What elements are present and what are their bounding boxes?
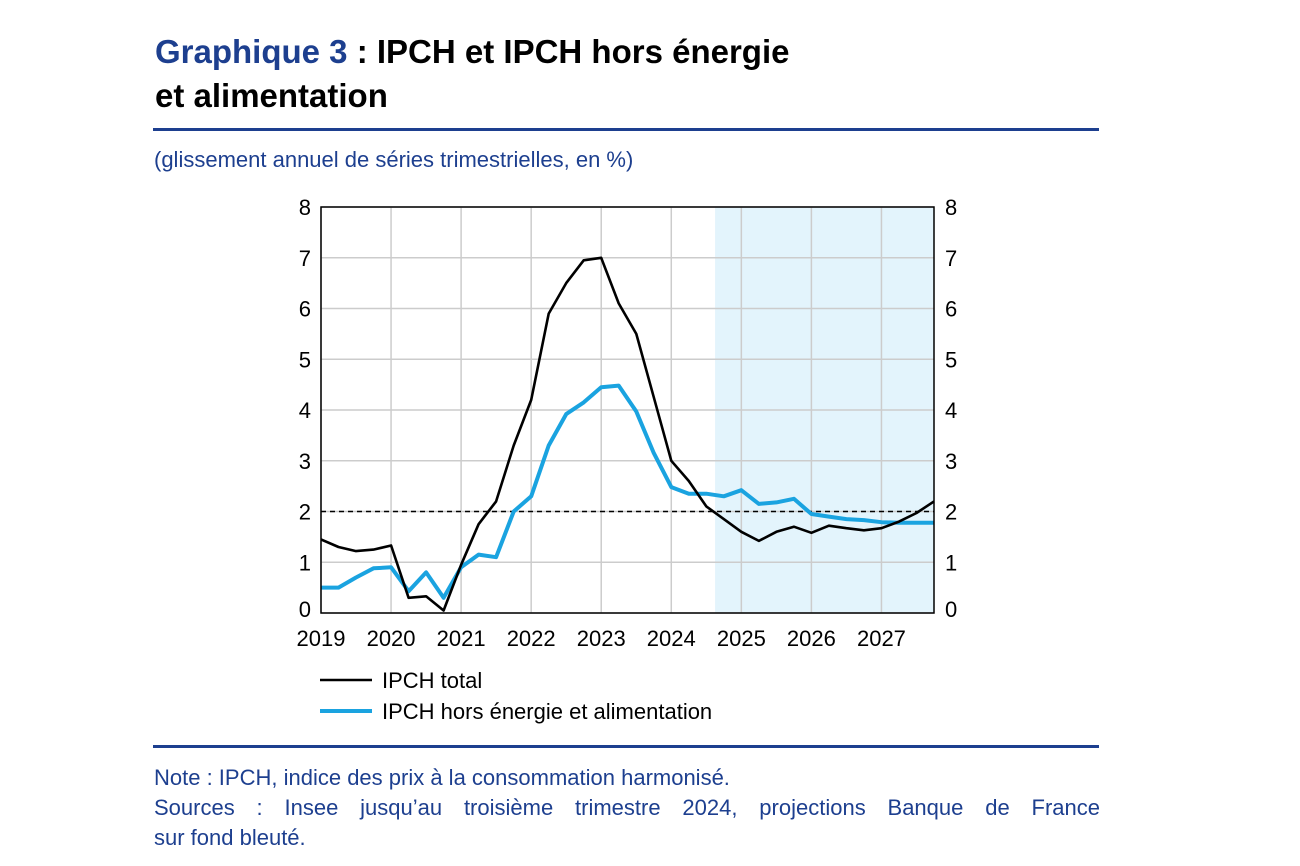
series-line-total <box>320 256 935 612</box>
legend-label: IPCH total <box>382 668 482 693</box>
y-tick-label: 6 <box>299 297 311 322</box>
y-tick-label: 7 <box>945 246 957 271</box>
note-text: Note : IPCH, indice des prix à la consom… <box>154 765 730 790</box>
x-tick-label: 2019 <box>297 626 346 651</box>
y-tick-label: 2 <box>299 500 311 525</box>
sources-word: trimestre <box>575 795 661 820</box>
sources-text: Sources: Insee jusqu’au troisième trimestre 2… <box>154 793 1100 823</box>
sources-word: jusqu’au <box>360 795 443 820</box>
x-tick-label: 2024 <box>647 626 696 651</box>
y-tick-label: 3 <box>299 449 311 474</box>
x-tick-label: 2026 <box>787 626 836 651</box>
sources-word: projections <box>759 795 866 820</box>
x-axis: 2019 2020 2021 2022 2023 2024 2025 2026 2027 <box>297 626 906 651</box>
y-tick-label: 2 <box>945 500 957 525</box>
top-divider <box>153 128 1099 131</box>
sources-word: Insee <box>284 795 339 820</box>
title-text-line2: et alimentation <box>155 77 388 114</box>
y-tick-label: 5 <box>299 347 311 372</box>
y-tick-label: 7 <box>299 246 311 271</box>
y-tick-label: 4 <box>945 398 957 423</box>
legend: IPCH total IPCH hors énergie et alimentat… <box>320 668 712 724</box>
y-tick-label: 0 <box>945 597 957 622</box>
series-line-core <box>321 383 934 600</box>
y-tick-label: 1 <box>945 550 957 575</box>
x-tick-label: 2025 <box>717 626 766 651</box>
y-tick-label: 5 <box>945 347 957 372</box>
plot-frame <box>320 206 935 614</box>
x-tick-label: 2020 <box>367 626 416 651</box>
sources-word: Sources <box>154 795 235 820</box>
sources-text-line2: sur fond bleuté. <box>154 825 306 850</box>
footnotes: Note : IPCH, indice des prix à la consom… <box>154 763 1100 853</box>
legend-label: IPCH hors énergie et alimentation <box>382 699 712 724</box>
chart-subtitle: (glissement annuel de séries trimestriel… <box>154 147 634 172</box>
y-tick-label: 8 <box>299 195 311 220</box>
x-tick-label: 2023 <box>577 626 626 651</box>
x-tick-label: 2021 <box>437 626 486 651</box>
sources-word: Banque <box>887 795 964 820</box>
title-label: Graphique 3 <box>155 33 348 70</box>
y-tick-label: 0 <box>299 597 311 622</box>
y-axis-left: 0 1 2 3 4 5 6 7 8 <box>299 195 311 622</box>
sources-word: troisième <box>463 795 554 820</box>
y-tick-label: 4 <box>299 398 311 423</box>
bottom-divider <box>153 745 1099 748</box>
page-title: Graphique 3 : IPCH et IPCH hors énergie e… <box>155 30 1055 118</box>
title-text: : IPCH et IPCH hors énergie <box>347 33 790 70</box>
y-tick-label: 6 <box>945 297 957 322</box>
sources-word: France <box>1031 795 1100 820</box>
series-layer <box>320 256 935 612</box>
y-tick-label: 1 <box>299 550 311 575</box>
sources-word: : <box>256 795 263 820</box>
y-tick-label: 8 <box>945 195 957 220</box>
sources-word: de <box>985 795 1010 820</box>
y-axis-right: 0 1 2 3 4 5 6 7 8 <box>945 195 957 622</box>
x-tick-label: 2022 <box>507 626 556 651</box>
x-tick-label: 2027 <box>857 626 906 651</box>
y-tick-label: 3 <box>945 449 957 474</box>
sources-word: 2024, <box>682 795 738 820</box>
